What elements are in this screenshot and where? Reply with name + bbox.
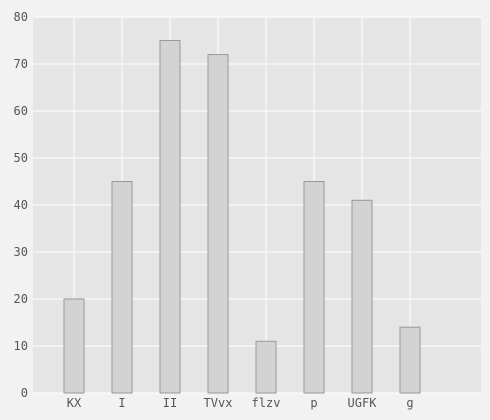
bar-KX: [63, 298, 85, 394]
x-tick-label: TVvx: [204, 396, 233, 410]
x-tick-label: II: [163, 396, 177, 410]
x-tick-label: KX: [67, 396, 82, 410]
x-tick-label: g: [406, 396, 413, 410]
y-tick-label: 80: [14, 10, 28, 24]
y-tick-label: 20: [14, 292, 28, 306]
y-tick-label: 30: [14, 245, 28, 259]
y-axis-ticks: 0 10 20 30 40 50 60 70 80: [14, 10, 28, 400]
y-tick-label: 70: [14, 57, 28, 71]
bar-p: [303, 181, 325, 394]
bar-II: [159, 40, 181, 394]
bar-TVvx: [207, 54, 229, 394]
y-tick-label: 60: [14, 104, 28, 118]
bar-UGFK: [351, 199, 373, 394]
y-tick-label: 10: [14, 339, 28, 353]
bar-g: [399, 326, 421, 394]
y-tick-label: 40: [14, 198, 28, 212]
x-tick-label: I: [118, 396, 125, 410]
y-tick-label: 0: [21, 386, 28, 400]
y-tick-label: 50: [14, 151, 28, 165]
x-tick-label: UGFK: [348, 396, 378, 410]
bar-flzv: [255, 340, 277, 394]
x-tick-label: flzv: [252, 396, 281, 410]
bar-I: [111, 181, 133, 394]
bars: [63, 40, 421, 394]
x-axis-ticks: KX I II TVvx flzv p UGFK g: [67, 396, 414, 410]
x-tick-label: p: [310, 396, 317, 410]
